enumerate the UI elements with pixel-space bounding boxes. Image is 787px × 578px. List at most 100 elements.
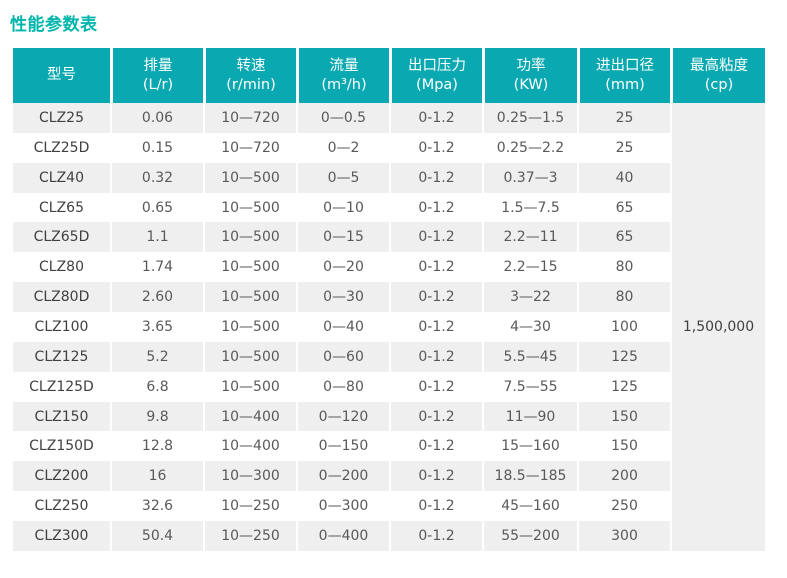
column-header: 进出口径 (mm): [577, 48, 670, 103]
value-cell: 0-1.2: [389, 491, 482, 522]
value-cell: 11—90: [482, 401, 577, 432]
value-cell: 0.37—3: [482, 162, 577, 193]
value-cell: 2.2—11: [482, 222, 577, 253]
value-cell: 10—500: [203, 162, 296, 193]
table-row: CLZ80D 2.60 10—500 0—30 0-1.2 3—22 80: [13, 282, 765, 313]
value-cell: 10—300: [203, 461, 296, 492]
table-row: CLZ250 32.6 10—250 0—300 0-1.2 45—160 250: [13, 491, 765, 522]
value-cell: 7.5—55: [482, 371, 577, 402]
header-row: 型号 排量 (L/r) 转速 (r/min) 流量 (m³/h) 出口压力 (Mpa) 功率 (KW…: [13, 48, 765, 103]
value-cell: 0—120: [296, 401, 389, 432]
value-cell: 0.15: [110, 132, 203, 163]
column-header-label: 最高粘度: [690, 57, 748, 74]
column-header-unit: (m³/h): [321, 76, 367, 93]
value-cell: 0-1.2: [389, 312, 482, 342]
value-cell: 10—400: [203, 401, 296, 432]
model-cell: CLZ125D: [13, 371, 110, 402]
value-cell: 0—5: [296, 162, 389, 193]
max-viscosity-merged-cell: 1,500,000: [670, 103, 765, 551]
value-cell: 200: [577, 461, 670, 492]
value-cell: 18.5—185: [482, 461, 577, 492]
value-cell: 4—30: [482, 312, 577, 342]
model-cell: CLZ25D: [13, 132, 110, 163]
column-header-label: 排量: [143, 57, 173, 74]
value-cell: 0-1.2: [389, 461, 482, 492]
value-cell: 3—22: [482, 282, 577, 313]
value-cell: 50.4: [110, 521, 203, 551]
column-header-unit: (KW): [513, 76, 549, 93]
column-header-unit: (cp): [704, 76, 734, 93]
value-cell: 10—400: [203, 431, 296, 462]
value-cell: 12.8: [110, 431, 203, 462]
value-cell: 16: [110, 461, 203, 492]
value-cell: 45—160: [482, 491, 577, 522]
value-cell: 0-1.2: [389, 252, 482, 283]
value-cell: 250: [577, 491, 670, 522]
value-cell: 0—150: [296, 431, 389, 462]
value-cell: 1.1: [110, 222, 203, 253]
value-cell: 10—500: [203, 222, 296, 253]
value-cell: 0.32: [110, 162, 203, 193]
value-cell: 0—60: [296, 341, 389, 372]
value-cell: 25: [577, 132, 670, 163]
value-cell: 0-1.2: [389, 521, 482, 551]
value-cell: 0-1.2: [389, 132, 482, 163]
value-cell: 150: [577, 431, 670, 462]
column-header: 最高粘度 (cp): [670, 48, 765, 103]
value-cell: 0—40: [296, 312, 389, 342]
value-cell: 150: [577, 401, 670, 432]
model-cell: CLZ80: [13, 252, 110, 283]
table-row: CLZ125 5.2 10—500 0—60 0-1.2 5.5—45 125: [13, 341, 765, 372]
value-cell: 5.2: [110, 341, 203, 372]
table-row: CLZ40 0.32 10—500 0—5 0-1.2 0.37—3 40: [13, 162, 765, 193]
column-header: 转速 (r/min): [203, 48, 296, 103]
model-cell: CLZ200: [13, 461, 110, 492]
value-cell: 80: [577, 252, 670, 283]
value-cell: 3.65: [110, 312, 203, 342]
value-cell: 1.5—7.5: [482, 192, 577, 223]
column-header: 型号: [13, 48, 110, 103]
value-cell: 0—0.5: [296, 103, 389, 133]
value-cell: 40: [577, 162, 670, 193]
value-cell: 0—300: [296, 491, 389, 522]
table-row: CLZ65 0.65 10—500 0—10 0-1.2 1.5—7.5 65: [13, 192, 765, 223]
table-row: CLZ65D 1.1 10—500 0—15 0-1.2 2.2—11 65: [13, 222, 765, 253]
value-cell: 10—720: [203, 132, 296, 163]
value-cell: 10—500: [203, 341, 296, 372]
value-cell: 5.5—45: [482, 341, 577, 372]
value-cell: 0.25—1.5: [482, 103, 577, 133]
model-cell: CLZ125: [13, 341, 110, 372]
value-cell: 10—250: [203, 491, 296, 522]
table-row: CLZ200 16 10—300 0—200 0-1.2 18.5—185 200: [13, 461, 765, 492]
value-cell: 6.8: [110, 371, 203, 402]
value-cell: 0.65: [110, 192, 203, 223]
value-cell: 65: [577, 222, 670, 253]
column-header: 出口压力 (Mpa): [389, 48, 482, 103]
table-row: CLZ300 50.4 10—250 0—400 0-1.2 55—200 300: [13, 521, 765, 551]
table-row: CLZ150 9.8 10—400 0—120 0-1.2 11—90 150: [13, 401, 765, 432]
value-cell: 65: [577, 192, 670, 223]
table-row: CLZ100 3.65 10—500 0—40 0-1.2 4—30 100: [13, 312, 765, 342]
model-cell: CLZ65: [13, 192, 110, 223]
column-header-label: 功率: [516, 57, 546, 74]
value-cell: 10—500: [203, 282, 296, 313]
value-cell: 25: [577, 103, 670, 133]
value-cell: 0—200: [296, 461, 389, 492]
model-cell: CLZ150: [13, 401, 110, 432]
value-cell: 9.8: [110, 401, 203, 432]
value-cell: 2.2—15: [482, 252, 577, 283]
model-cell: CLZ25: [13, 103, 110, 133]
value-cell: 0—30: [296, 282, 389, 313]
value-cell: 10—720: [203, 103, 296, 133]
value-cell: 0-1.2: [389, 371, 482, 402]
model-cell: CLZ300: [13, 521, 110, 551]
value-cell: 0—20: [296, 252, 389, 283]
value-cell: 0—400: [296, 521, 389, 551]
column-header-unit: (mm): [605, 76, 645, 93]
model-cell: CLZ65D: [13, 222, 110, 253]
value-cell: 0—80: [296, 371, 389, 402]
value-cell: 0—15: [296, 222, 389, 253]
model-cell: CLZ40: [13, 162, 110, 193]
value-cell: 15—160: [482, 431, 577, 462]
